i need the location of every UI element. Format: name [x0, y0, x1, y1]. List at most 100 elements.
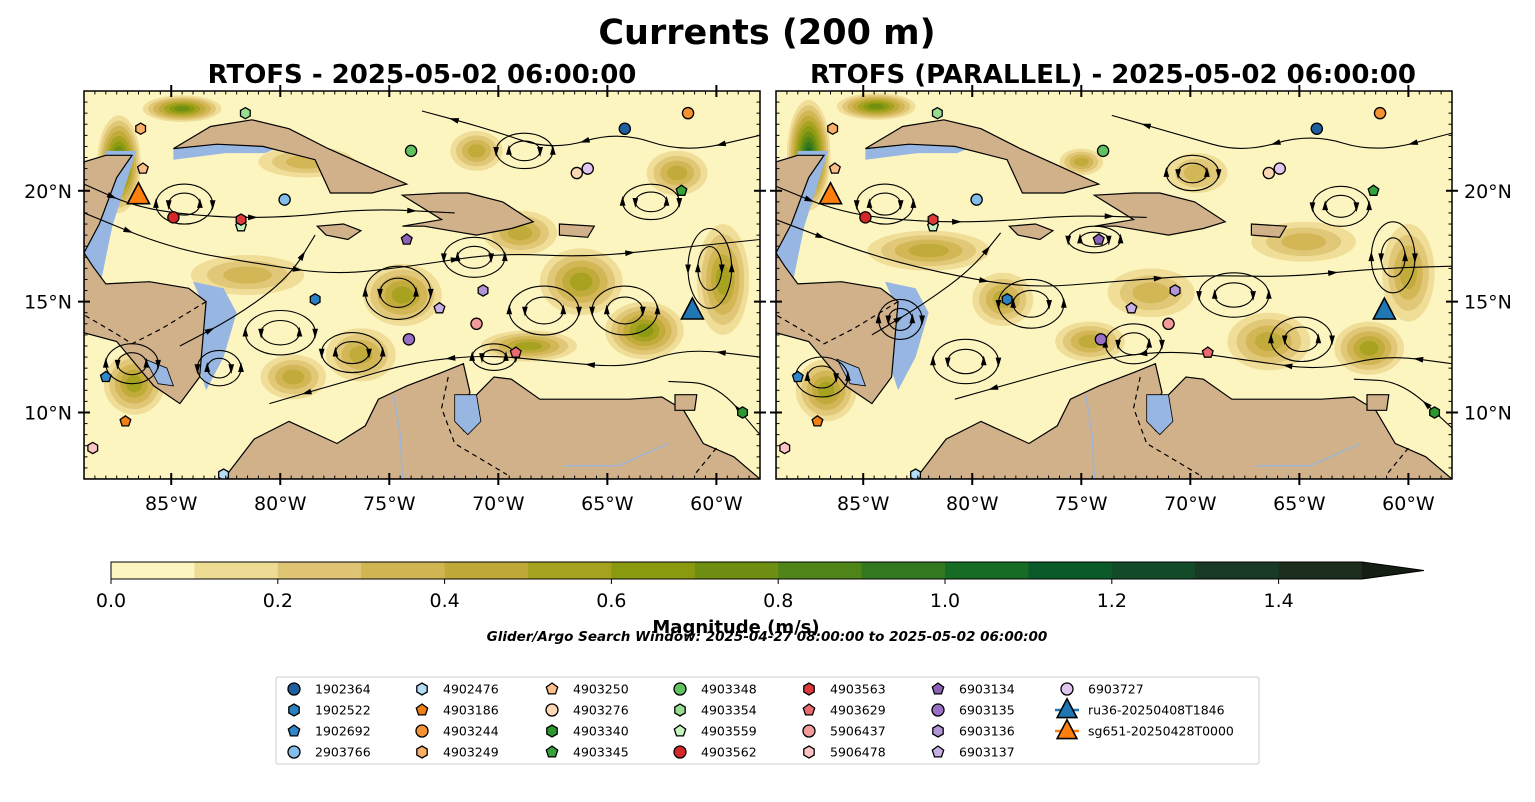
float-marker: [970, 193, 983, 206]
country-border: [1132, 376, 1200, 476]
float-marker: [1373, 106, 1387, 120]
colorbar-segment: [694, 562, 779, 579]
legend-item: 4903563: [803, 682, 886, 697]
streamline-arrow: [654, 304, 661, 315]
colorbar-tick-label: 0.2: [263, 590, 293, 612]
legend-marker: [545, 682, 559, 695]
legend-item: 6903727: [1060, 682, 1144, 697]
streamline-arrow: [297, 251, 306, 261]
current-contour: [174, 106, 191, 112]
streamline-arrow: [204, 362, 211, 372]
legend-marker: [545, 703, 559, 717]
legend-label: 2903766: [315, 745, 371, 760]
streamline-arrow: [1309, 202, 1316, 213]
current-contour: [715, 264, 731, 295]
legend-marker: [415, 724, 429, 738]
float-marker: [136, 162, 149, 174]
legend-item: 4903250: [545, 682, 629, 697]
float-marker: [675, 184, 688, 196]
streamline-arrow: [1408, 139, 1419, 145]
map-right-content: [776, 91, 1452, 479]
legend-item: 5906437: [802, 724, 886, 739]
streamline-arrow: [318, 348, 325, 359]
float-marker: [1310, 122, 1324, 135]
streamline-arrow: [537, 147, 543, 157]
river: [1255, 442, 1361, 467]
legend-marker: [1055, 718, 1079, 740]
land-hispaniola: [400, 192, 535, 236]
streamline-arrow: [1117, 233, 1124, 244]
streamline-arrow: [362, 286, 369, 297]
streamline-arrow: [1315, 333, 1322, 344]
x-tick-label: 85°W: [145, 493, 198, 515]
streamline-arrow: [560, 304, 567, 315]
legend-item: 4903559: [673, 724, 757, 739]
current-contour: [282, 369, 305, 385]
legend-frame: [275, 676, 1260, 765]
streamline-arrow: [845, 371, 851, 381]
streamline-arrow: [448, 118, 460, 124]
streamline-arrow: [479, 353, 485, 364]
streamline-arrow: [1281, 335, 1288, 346]
legend-item: 4903340: [546, 724, 629, 739]
colorbar-segment: [1195, 562, 1280, 579]
float-marker: [1125, 301, 1138, 314]
streamline-arrow: [1146, 337, 1153, 348]
colorbar-segment: [861, 562, 946, 579]
colorbar-outline: [110, 561, 1425, 580]
river: [1084, 394, 1096, 479]
current-contour: [1281, 233, 1327, 251]
float-marker: [1092, 233, 1105, 245]
legend-marker: [802, 724, 816, 738]
legend-marker: [287, 745, 301, 759]
legend-item: 4903249: [416, 745, 499, 760]
legend-item: 4903186: [415, 703, 499, 718]
streamline-arrow: [502, 251, 508, 262]
legend-label: 4903563: [830, 682, 886, 697]
streamline-arrow: [576, 306, 582, 317]
legend-item: 4903244: [415, 724, 499, 739]
streamline-arrow: [1163, 167, 1170, 177]
streamline-arrow: [155, 359, 161, 370]
streamline-arrow: [1065, 235, 1072, 246]
land-cuba: [173, 119, 409, 194]
x-tick-label: 75°W: [1055, 493, 1108, 515]
streamline-arrow: [853, 200, 860, 211]
streamline-arrow: [728, 262, 735, 273]
streamline-arrow: [228, 364, 235, 375]
legend-item: 1902364: [287, 682, 371, 697]
streamline-arrow: [1010, 297, 1016, 308]
streamline-arrow: [619, 195, 626, 206]
country-border: [1386, 447, 1409, 475]
streamline: [179, 234, 316, 347]
legend-item: 6903137: [931, 745, 1015, 760]
legend-label: ru36-20250408T1846: [1088, 703, 1225, 718]
streamline-arrow: [1402, 251, 1408, 262]
current-contour: [391, 286, 414, 304]
streamline-arrow: [885, 315, 892, 326]
current-contour: [515, 341, 543, 351]
legend-label: 4903250: [573, 682, 629, 697]
streamline-arrow: [715, 350, 726, 356]
float-marker: [931, 106, 943, 120]
float-marker: [1273, 162, 1286, 175]
colorbar-segment: [945, 562, 1029, 579]
y-tick-label: 20°N: [24, 181, 72, 203]
legend-item: 4903345: [545, 745, 629, 760]
streamline-arrow: [506, 144, 512, 155]
current-contour: [569, 272, 593, 291]
streamline-arrow: [719, 264, 725, 275]
streamline-arrow: [804, 371, 811, 381]
streamline-arrow: [550, 144, 556, 155]
float-marker: [309, 293, 321, 306]
streamline-arrow: [1329, 335, 1335, 346]
streamline-arrow: [981, 245, 991, 256]
streamline-arrow: [833, 373, 840, 383]
legend-item: 4903276: [545, 703, 629, 718]
streamline-arrow: [238, 362, 244, 372]
panel-title-left: RTOFS - 2025-05-02 06:00:00: [208, 60, 637, 90]
streamline-arrow: [909, 313, 916, 324]
streamline-arrow: [301, 388, 312, 395]
land-hispaniola: [1092, 192, 1227, 236]
legend-marker: [802, 703, 816, 716]
